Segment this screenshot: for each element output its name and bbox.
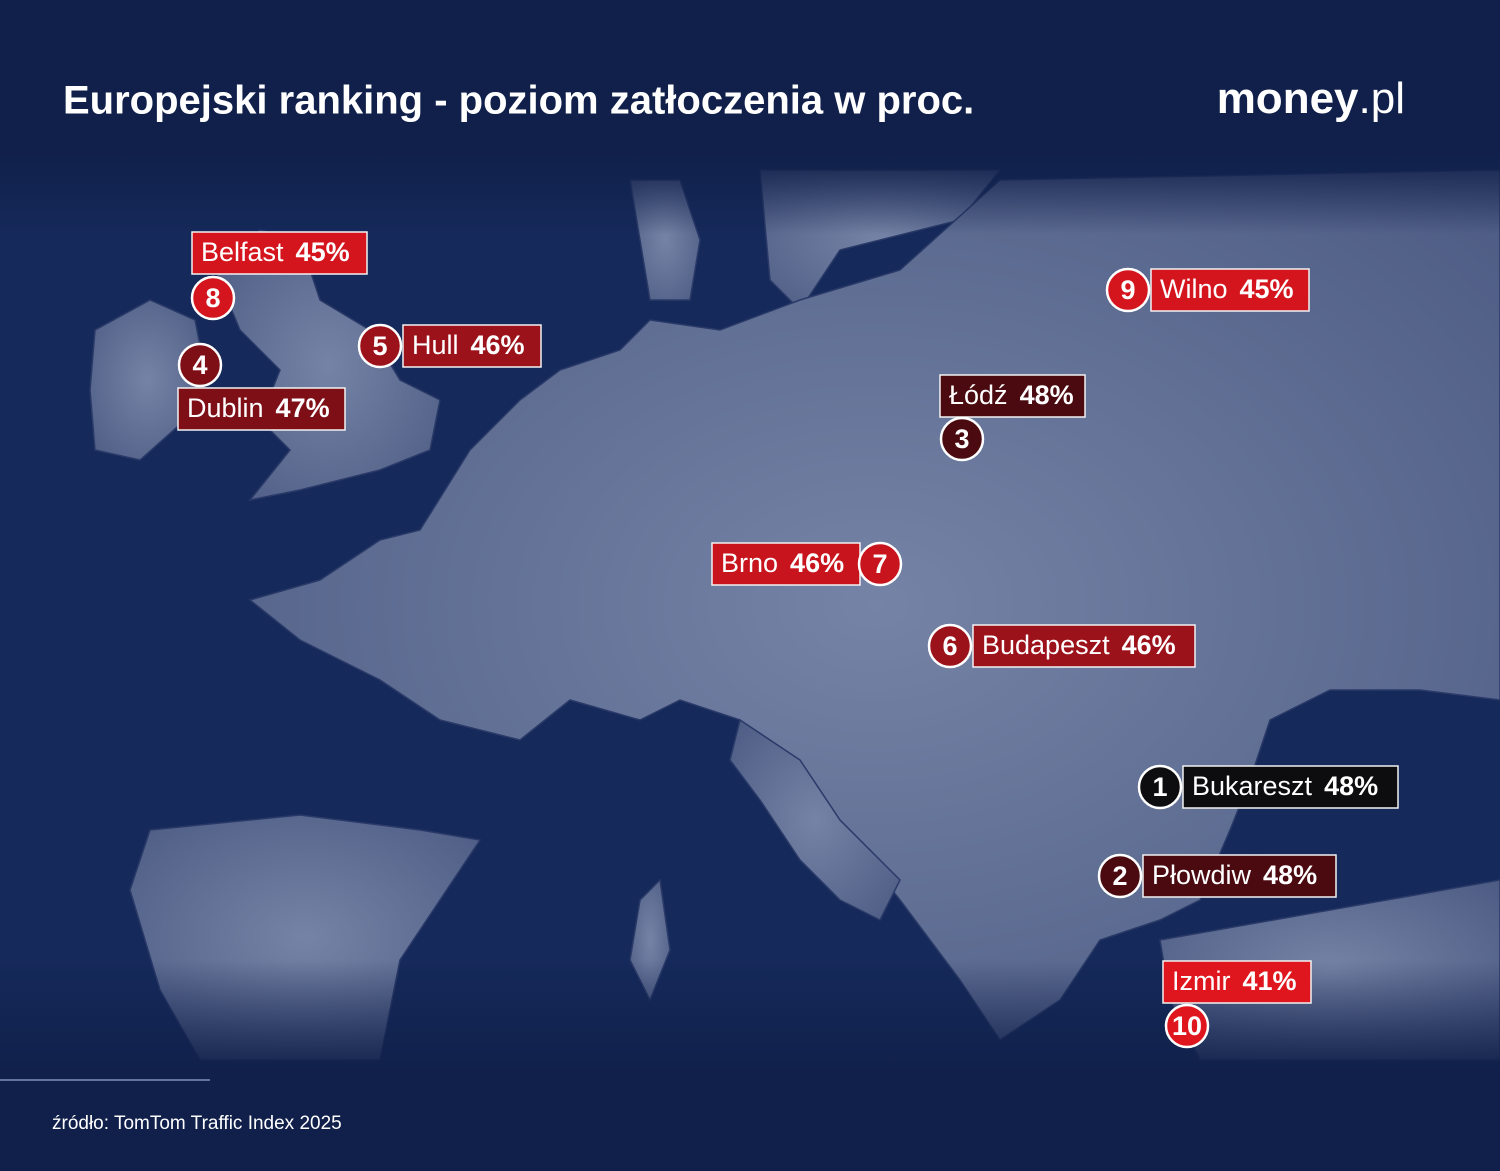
city-value: 41% (1242, 966, 1296, 996)
city-marker: Łódź 48% 3 (939, 374, 1086, 462)
rank-number: 7 (872, 549, 887, 579)
city-marker: Dublin 47% 4 (177, 342, 346, 431)
rank-number: 1 (1152, 772, 1167, 802)
city-name: Hull (412, 330, 459, 360)
label-text: Hull 46% (412, 330, 525, 360)
label-box (191, 231, 368, 275)
city-value: 46% (1122, 630, 1176, 660)
label-box (939, 374, 1086, 418)
city-name: Brno (721, 548, 778, 578)
rank-badge (1097, 853, 1143, 899)
city-name: Izmir (1172, 966, 1230, 996)
city-marker: Wilno 45% 9 (1105, 267, 1310, 313)
city-value: 48% (1020, 380, 1074, 410)
city-value: 45% (296, 237, 350, 267)
city-value: 45% (1240, 274, 1294, 304)
rank-number: 3 (954, 424, 969, 454)
source: źródło: TomTom Traffic Index 2025 (52, 1113, 342, 1134)
logo: money.pl (1217, 74, 1405, 123)
label-text: Izmir 41% (1172, 966, 1297, 996)
city-value: 46% (471, 330, 525, 360)
city-value: 47% (276, 393, 330, 423)
label-text: Płowdiw 48% (1152, 860, 1317, 890)
rank-badge (177, 342, 223, 388)
label-text: Łódź 48% (949, 380, 1074, 410)
label-box (1150, 268, 1310, 312)
rank-badge (1105, 267, 1151, 313)
city-marker: Bukareszt 48% 1 (1137, 764, 1399, 810)
label-box (177, 387, 346, 431)
label-box (1162, 960, 1312, 1004)
city-marker: Hull 46% 5 (357, 323, 542, 369)
logo-suffix: .pl (1359, 74, 1405, 123)
rank-badge (190, 275, 236, 321)
label-box (711, 542, 861, 586)
rank-number: 8 (205, 283, 220, 313)
rank-badge (939, 416, 985, 462)
city-name: Belfast (201, 237, 284, 267)
label-box (1182, 765, 1399, 809)
city-value: 46% (790, 548, 844, 578)
label-box (1142, 854, 1337, 898)
rank-number: 5 (372, 331, 387, 361)
city-name: Łódź (949, 380, 1008, 410)
city-name: Bukareszt (1192, 771, 1313, 801)
rank-badge (1137, 764, 1183, 810)
label-text: Wilno 45% (1160, 274, 1294, 304)
rank-number: 2 (1112, 861, 1127, 891)
city-value: 48% (1263, 860, 1317, 890)
rank-badge (857, 541, 903, 587)
city-marker: Płowdiw 48% 2 (1097, 853, 1337, 899)
rank-number: 4 (192, 350, 207, 380)
rank-badge (927, 623, 973, 669)
rank-number: 10 (1172, 1011, 1202, 1041)
city-value: 48% (1324, 771, 1378, 801)
label-box (402, 324, 542, 368)
city-marker: Belfast 45% 8 (190, 231, 368, 321)
city-name: Płowdiw (1152, 860, 1252, 890)
rank-badge (357, 323, 403, 369)
label-text: Budapeszt 46% (982, 630, 1176, 660)
city-name: Wilno (1160, 274, 1228, 304)
logo-main: money (1217, 74, 1359, 123)
label-text: Bukareszt 48% (1192, 771, 1378, 801)
rank-number: 9 (1120, 275, 1135, 305)
city-marker: Budapeszt 46% 6 (927, 623, 1196, 669)
label-text: Belfast 45% (201, 237, 350, 267)
rank-number: 6 (942, 631, 957, 661)
title: Europejski ranking - poziom zatłoczenia … (63, 79, 974, 123)
label-text: Dublin 47% (187, 393, 330, 423)
rank-badge (1164, 1003, 1210, 1049)
city-name: Dublin (187, 393, 264, 423)
label-text: Brno 46% (721, 548, 844, 578)
city-marker: Brno 46% 7 (711, 541, 903, 587)
city-marker: Izmir 41% 10 (1162, 960, 1312, 1049)
city-name: Budapeszt (982, 630, 1110, 660)
label-box (972, 624, 1196, 668)
